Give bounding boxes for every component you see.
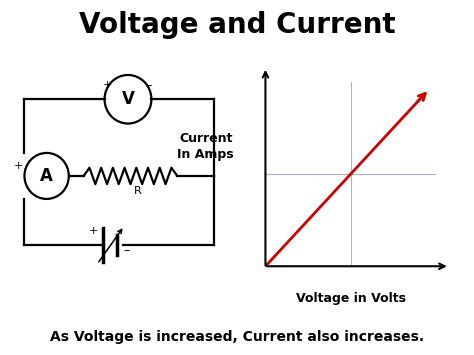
Text: R: R [134,186,142,196]
Text: –: – [146,79,152,92]
Text: Current
In Amps: Current In Amps [177,132,234,161]
Text: A: A [40,167,53,185]
Text: V: V [121,90,135,108]
Text: –: – [124,244,130,257]
Text: +: + [102,80,112,90]
Text: Voltage and Current: Voltage and Current [79,11,395,39]
Circle shape [105,75,151,124]
Text: +: + [14,161,23,171]
Circle shape [25,153,69,199]
Text: +: + [88,226,98,236]
Text: As Voltage is increased, Current also increases.: As Voltage is increased, Current also in… [50,331,424,344]
Text: Voltage in Volts: Voltage in Volts [296,292,406,305]
